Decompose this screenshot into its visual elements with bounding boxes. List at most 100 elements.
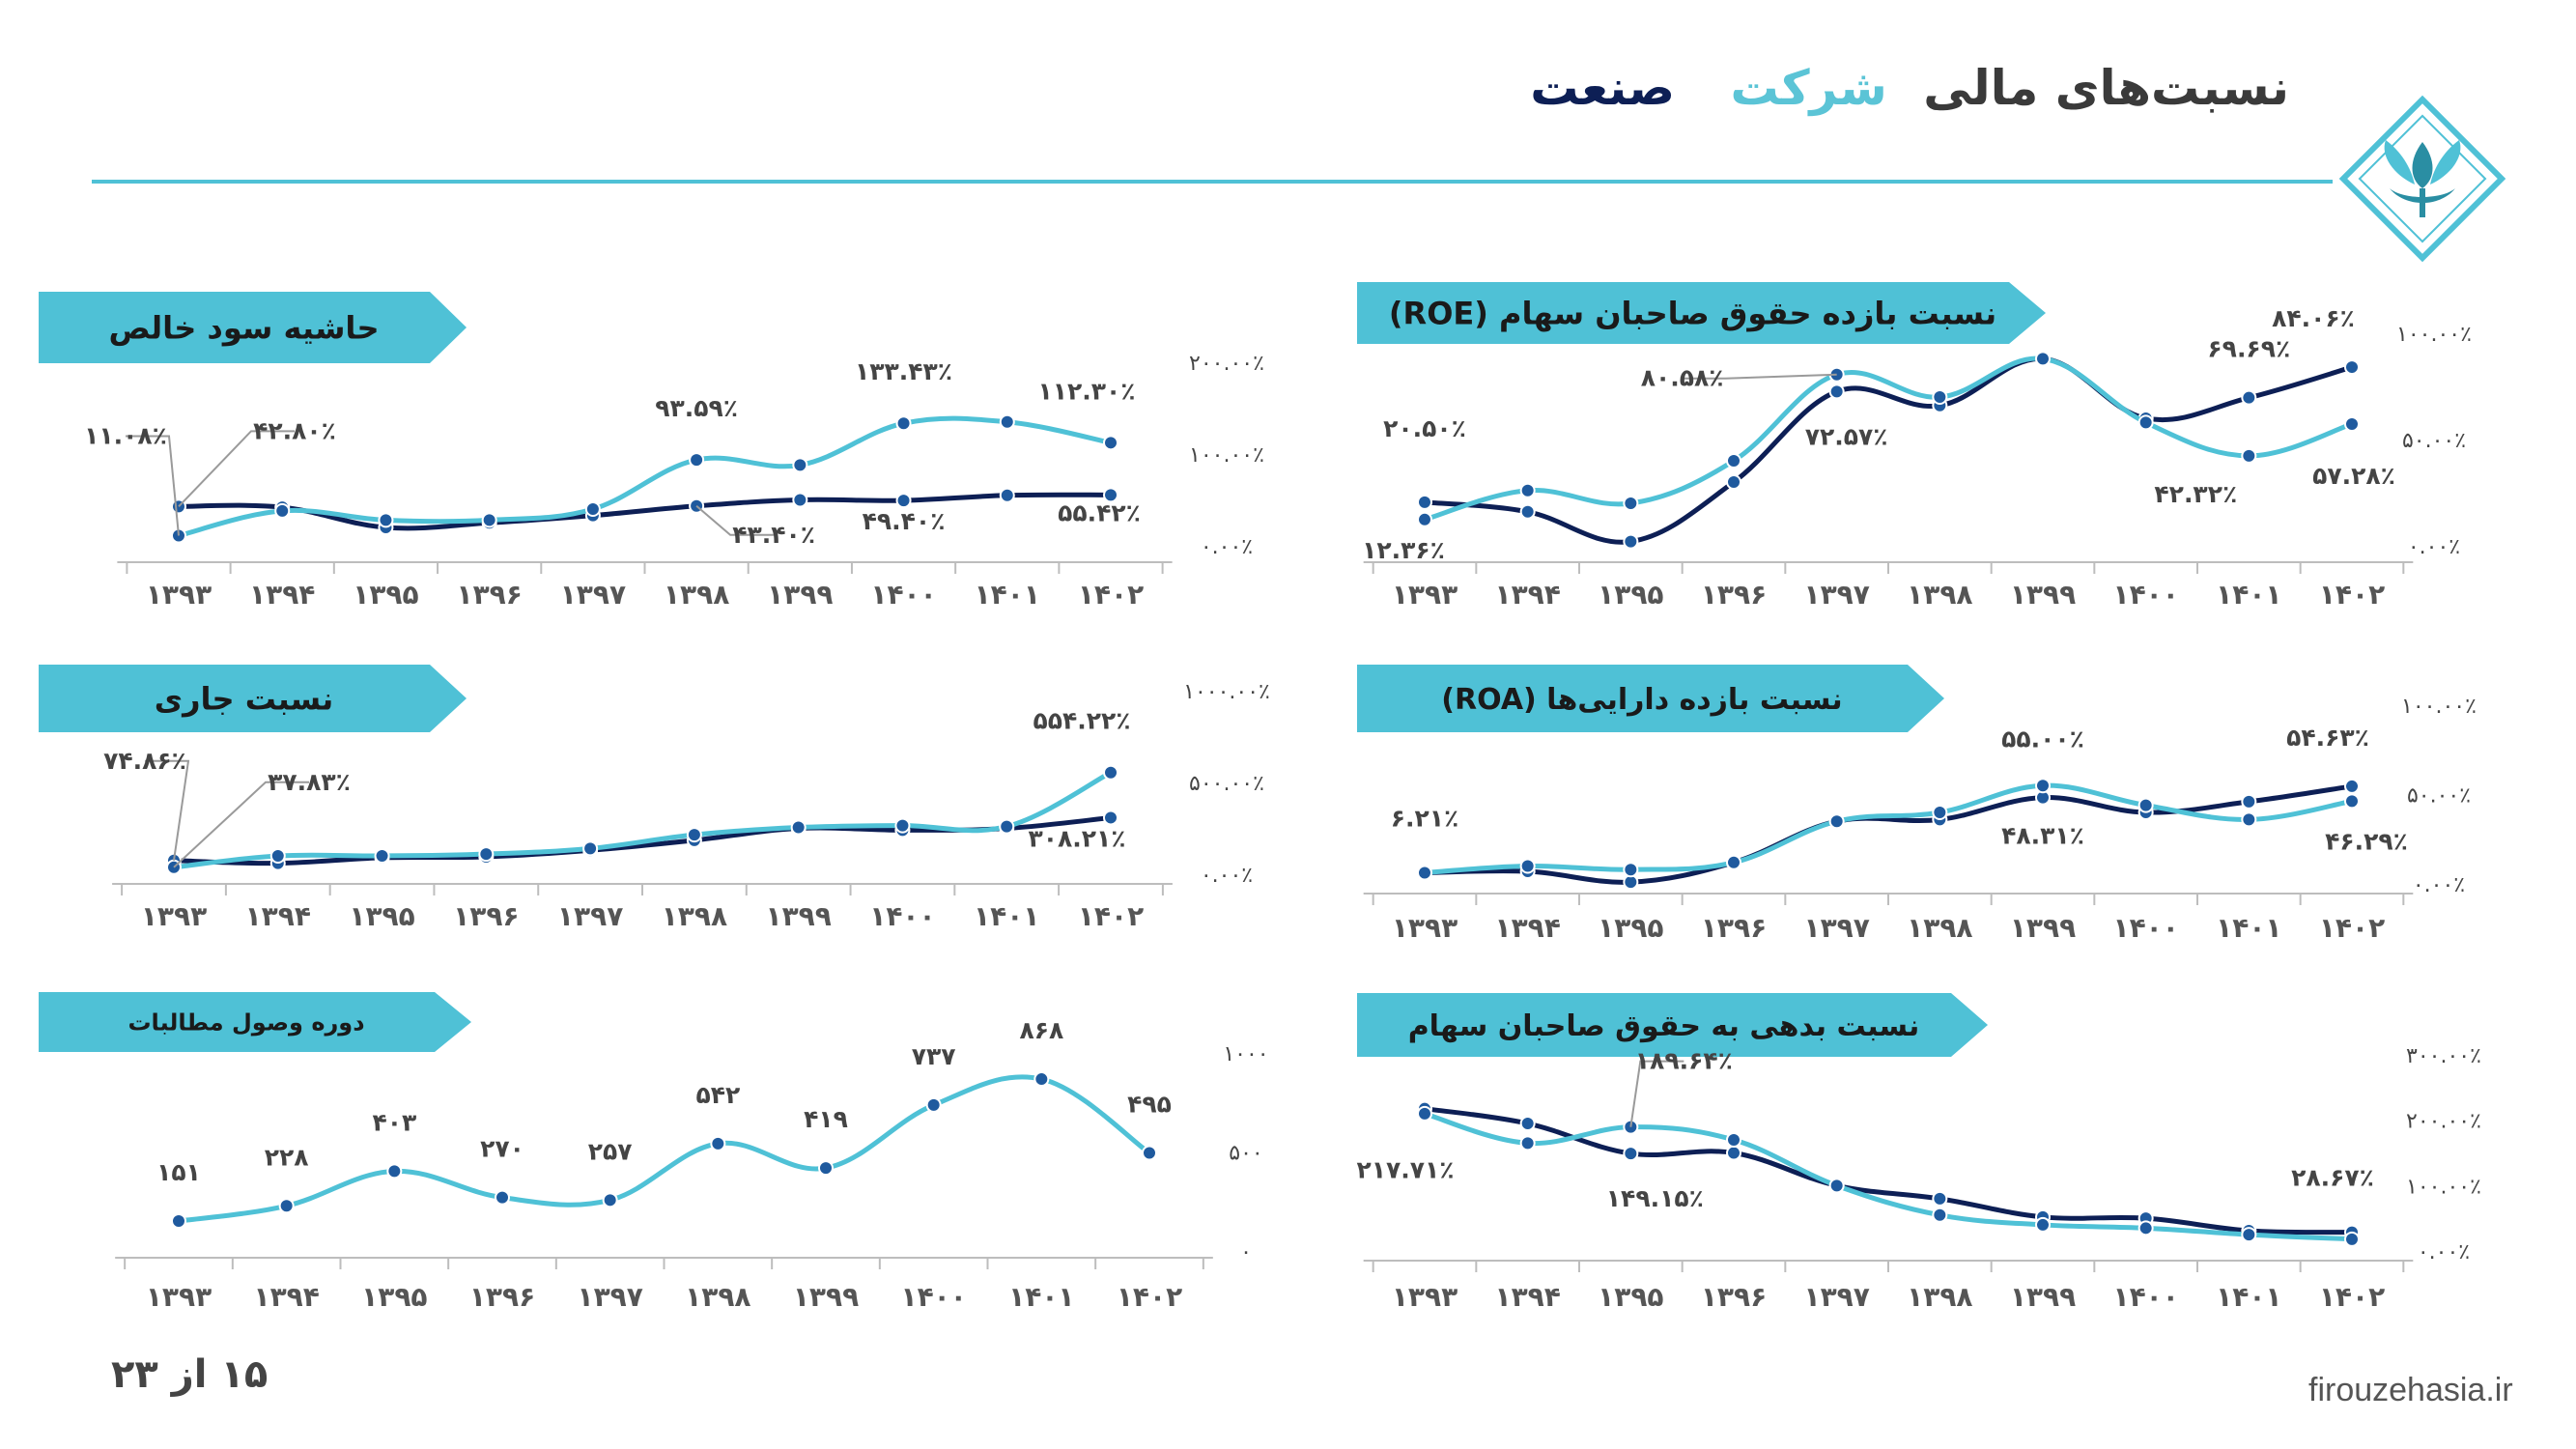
de-banner bbox=[1357, 993, 1988, 1057]
roe-data-point bbox=[2241, 389, 2257, 406]
roa-chart: نسبت بازده دارایی‌ها (ROA) ۱۳۹۳ ۱۳۹۴ ۱۳۹۵ ۱۳… bbox=[1357, 665, 2477, 944]
roe-data-point bbox=[2241, 447, 2257, 464]
website-url: firouzehasia.ir bbox=[2308, 1372, 2513, 1408]
roa-category-label: ۱۳۹۳ bbox=[1392, 912, 1458, 944]
npm-data-point bbox=[999, 413, 1015, 430]
page-title-sector: صنعت bbox=[1530, 60, 1676, 116]
roa-data-label: ۵۵.۰۰٪ bbox=[2001, 724, 2084, 753]
cr-data-label: ۳۷.۸۳٪ bbox=[268, 768, 351, 796]
cr-data-point bbox=[999, 818, 1015, 835]
de-data-point bbox=[2035, 1216, 2051, 1233]
dso-chart: دوره وصول مطالبات ۱۳۹۳ ۱۳۹۴ ۱۳۹۵ ۱۳۹۶ ۱۳۹۷ ۱۳۹… bbox=[39, 992, 1269, 1313]
roe-data-label: ۲۰.۵۰٪ bbox=[1383, 414, 1466, 442]
de-y-tick-label: ۲۰۰.۰۰٪ bbox=[2406, 1110, 2481, 1134]
roe-series-line-1 bbox=[1422, 355, 2355, 523]
roa-data-point bbox=[2137, 797, 2154, 813]
roe-data-label: ۷۲.۵۷٪ bbox=[1805, 422, 1888, 450]
roa-data-point bbox=[2344, 778, 2360, 794]
firouzeh-logo-icon bbox=[2338, 95, 2506, 263]
de-data-point bbox=[1932, 1207, 1948, 1223]
npm-data-point bbox=[378, 512, 394, 528]
de-data-point bbox=[1519, 1135, 1536, 1151]
dso-data-point bbox=[602, 1192, 618, 1208]
dso-category-label: ۱۳۹۹ bbox=[793, 1281, 859, 1313]
roa-category-label: ۱۳۹۸ bbox=[1907, 912, 1972, 944]
roe-data-point bbox=[2035, 351, 2051, 367]
cr-data-point bbox=[686, 827, 702, 843]
roe-data-point bbox=[1417, 511, 1432, 527]
de-data-point bbox=[1726, 1131, 1741, 1148]
de-category-label: ۱۳۹۵ bbox=[1598, 1281, 1663, 1313]
de-category-label: ۱۴۰۲ bbox=[2319, 1281, 2385, 1313]
roe-series-line-0 bbox=[1422, 355, 2355, 545]
de-category-label: ۱۳۹۶ bbox=[1701, 1281, 1767, 1313]
de-data-label: ۲۱۷.۷۱٪ bbox=[1356, 1156, 1454, 1184]
npm-data-point bbox=[274, 502, 291, 519]
roe-banner bbox=[1357, 282, 2046, 344]
roa-data-point bbox=[1828, 813, 1845, 830]
de-category-label: ۱۴۰۰ bbox=[2112, 1281, 2178, 1313]
cr-data-label: ۵۵۴.۲۲٪ bbox=[1033, 707, 1130, 735]
cr-data-label: ۳۰۸.۲۱٪ bbox=[1028, 824, 1125, 852]
roa-category-label: ۱۳۹۷ bbox=[1803, 912, 1869, 944]
roa-y-tick-label: ۱۰۰.۰۰٪ bbox=[2401, 695, 2477, 719]
de-series-line-1 bbox=[1422, 1111, 2355, 1242]
de-y-tick-label: ۱۰۰.۰۰٪ bbox=[2406, 1175, 2481, 1199]
dso-data-label: ۲۵۷ bbox=[588, 1137, 633, 1165]
de-data-point bbox=[2344, 1231, 2360, 1247]
cr-banner-title: نسبت جاری bbox=[155, 681, 333, 718]
cr-category-label: ۱۳۹۳ bbox=[141, 900, 207, 932]
npm-data-label: ۱۱۲.۳۰٪ bbox=[1037, 377, 1135, 405]
dso-data-label: ۲۷۰ bbox=[480, 1135, 524, 1163]
npm-chart: حاشیه سود خالص ۱۳۹۳ ۱۳۹۴ ۱۳۹۵ ۱۳۹۶ ۱۳۹۷ ۱۳۹۸ ۱۳… bbox=[39, 292, 1264, 611]
npm-label-leader bbox=[126, 435, 180, 536]
dso-data-label: ۴۱۹ bbox=[804, 1105, 848, 1133]
dso-data-point bbox=[171, 1213, 186, 1230]
cr-category-label: ۱۴۰۲ bbox=[1078, 900, 1144, 932]
npm-category-label: ۱۳۹۶ bbox=[456, 579, 522, 611]
npm-label-leader bbox=[178, 430, 295, 508]
roe-category-label: ۱۴۰۲ bbox=[2319, 579, 2385, 611]
roe-category-label: ۱۳۹۸ bbox=[1907, 579, 1972, 611]
roe-category-label: ۱۳۹۶ bbox=[1701, 579, 1767, 611]
dso-category-label: ۱۳۹۴ bbox=[253, 1281, 319, 1313]
roa-category-label: ۱۳۹۴ bbox=[1494, 912, 1560, 944]
roe-category-label: ۱۳۹۳ bbox=[1392, 579, 1458, 611]
npm-banner bbox=[39, 292, 467, 363]
roe-data-point bbox=[1828, 384, 1845, 400]
cr-data-point bbox=[894, 817, 911, 834]
npm-data-point bbox=[584, 501, 601, 517]
roe-category-label: ۱۳۹۴ bbox=[1494, 579, 1560, 611]
npm-y-tick-label: ۰.۰۰٪ bbox=[1201, 535, 1253, 559]
npm-category-label: ۱۴۰۲ bbox=[1078, 579, 1144, 611]
de-data-point bbox=[1417, 1105, 1432, 1122]
npm-category-label: ۱۳۹۳ bbox=[146, 579, 212, 611]
roe-data-label: ۸۴.۰۶٪ bbox=[2272, 304, 2355, 332]
roa-data-label: ۵۴.۶۳٪ bbox=[2286, 724, 2369, 752]
npm-data-label: ۵۵.۴۲٪ bbox=[1058, 498, 1141, 526]
npm-data-point bbox=[895, 493, 912, 509]
roa-banner-title: نسبت بازده دارایی‌ها (ROA) bbox=[1441, 683, 1842, 717]
roa-data-label: ۶.۲۱٪ bbox=[1391, 805, 1459, 833]
page-title-company: شرکت bbox=[1730, 60, 1887, 116]
dso-data-point bbox=[818, 1160, 834, 1177]
roa-data-point bbox=[2241, 793, 2257, 810]
dso-data-label: ۵۴۲ bbox=[695, 1081, 740, 1109]
roa-data-point bbox=[1623, 874, 1639, 891]
roe-data-label: ۶۹.۶۹٪ bbox=[2207, 335, 2290, 363]
dso-category-label: ۱۳۹۸ bbox=[685, 1281, 750, 1313]
dso-category-label: ۱۳۹۶ bbox=[469, 1281, 535, 1313]
roa-data-point bbox=[2241, 811, 2257, 828]
roa-category-label: ۱۳۹۶ bbox=[1701, 912, 1767, 944]
page-number: ۱۵ از ۲۳ bbox=[111, 1352, 269, 1397]
de-data-point bbox=[1932, 1190, 1948, 1207]
npm-data-point bbox=[895, 415, 912, 432]
de-category-label: ۱۳۹۸ bbox=[1907, 1281, 1972, 1313]
roa-category-label: ۱۳۹۵ bbox=[1598, 912, 1663, 944]
dso-data-label: ۲۲۸ bbox=[265, 1143, 309, 1171]
roe-y-tick-label: ۱۰۰.۰۰٪ bbox=[2396, 323, 2472, 347]
npm-series-line-0 bbox=[176, 492, 1114, 531]
roe-data-point bbox=[1932, 389, 1948, 405]
roa-data-label: ۴۸.۳۱٪ bbox=[2001, 822, 2084, 850]
